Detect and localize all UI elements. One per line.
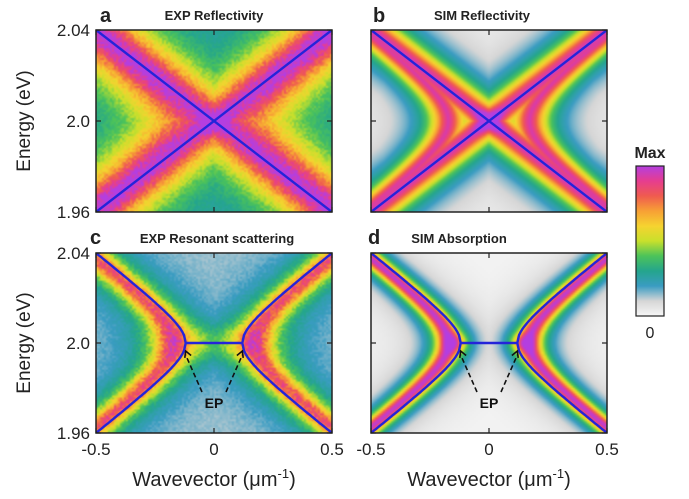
ep-arrowhead-2 (236, 349, 244, 359)
ep-arrowhead-2 (511, 349, 519, 359)
x-tick-label: 0.5 (595, 440, 619, 459)
panel-a-title: EXP Reflectivity (165, 8, 265, 23)
colorbar: Max 0 (634, 145, 665, 342)
panel-a-letter: a (100, 5, 112, 27)
y-tick-label: 2.0 (66, 112, 90, 131)
panel-d-letter: d (368, 227, 380, 249)
y-tick-label: 1.96 (57, 203, 90, 222)
dispersion-line-2 (371, 30, 607, 212)
colorbar-max-label: Max (634, 145, 665, 162)
x-tick-label: -0.5 (81, 440, 110, 459)
ep-arrowhead-1 (184, 349, 192, 359)
panel-b: b SIM Reflectivity (370, 5, 608, 213)
ep-arrow-1 (184, 354, 203, 393)
y-tick-label: 2.04 (57, 21, 90, 40)
svg-text:Wavevector (μm-1): Wavevector (μm-1) (407, 466, 570, 491)
y-tick-label: 2.04 (57, 244, 90, 263)
x-tick-label: 0.5 (320, 440, 344, 459)
x-tick-label: 0 (484, 440, 493, 459)
y-tick-label: 1.96 (57, 424, 90, 443)
panel-b-letter: b (373, 5, 385, 27)
ep-arrow-2 (500, 354, 519, 393)
panel-d: d SIM Absorption EP (368, 227, 608, 434)
y-tick-label: 2.0 (66, 334, 90, 353)
y-axis-label-top: Energy (eV) (14, 70, 35, 171)
x-axis-label-left: Wavevector (μm-1) (132, 466, 295, 491)
ep-label: EP (480, 395, 499, 411)
ep-arrowhead-1 (459, 349, 467, 359)
y-axis-label-bottom: Energy (eV) (14, 292, 35, 393)
axis-ticks: 1.96 2.0 2.04 1.96 2.0 2.04 -0.5 0 0.5 -0.5 0 0.5 (57, 21, 619, 459)
svg-text:Wavevector (μm-1): Wavevector (μm-1) (132, 466, 295, 491)
ep-arrow-2 (225, 354, 244, 393)
colorbar-min-label: 0 (646, 325, 655, 342)
panel-a: a EXP Reflectivity (95, 5, 333, 213)
ep-arrow-1 (459, 354, 478, 393)
panel-c: c EXP Resonant scattering EP (90, 227, 333, 434)
colorbar-scale (635, 165, 665, 317)
panel-b-title: SIM Reflectivity (434, 8, 531, 23)
panel-c-letter: c (90, 227, 101, 249)
x-axis-label-right: Wavevector (μm-1) (407, 466, 570, 491)
x-tick-label: 0 (209, 440, 218, 459)
panel-d-title: SIM Absorption (411, 231, 507, 246)
ep-label: EP (205, 395, 224, 411)
panel-c-title: EXP Resonant scattering (140, 231, 294, 246)
dispersion-line-2 (96, 30, 332, 212)
x-tick-label: -0.5 (356, 440, 385, 459)
